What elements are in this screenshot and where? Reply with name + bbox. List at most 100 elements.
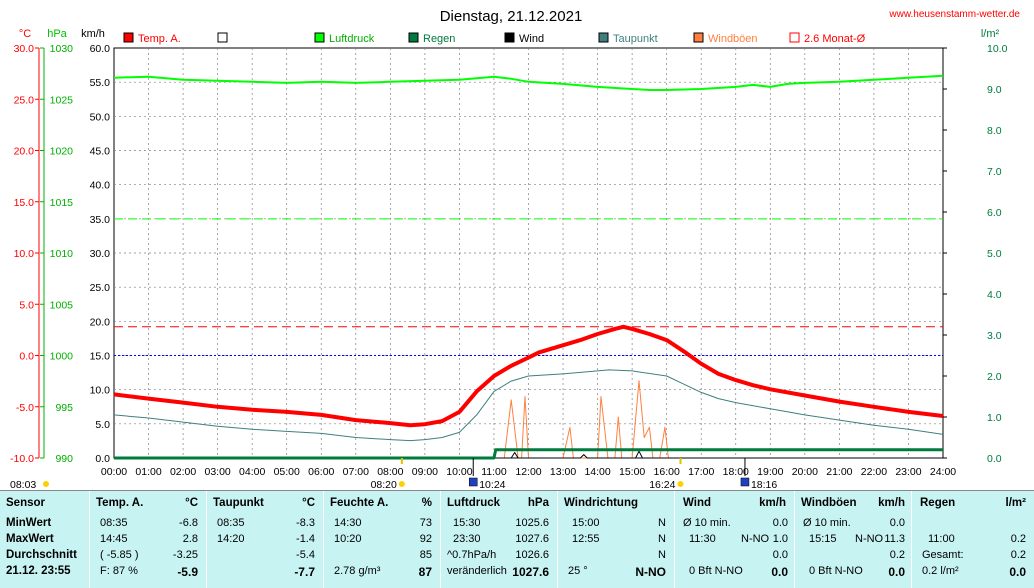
x-tick-label: 13:00 — [550, 466, 576, 478]
rain-tick-label: 7.0 — [987, 166, 1002, 178]
wind-tick-label: 30.0 — [90, 248, 111, 260]
sunset-marker-label: 16:24 — [649, 479, 675, 490]
dir-min-time: 15:00 — [572, 517, 600, 529]
rain-start-marker-icon — [468, 477, 478, 487]
x-tick-label: 01:00 — [135, 466, 161, 478]
x-tick-label: 11:00 — [481, 466, 507, 478]
col-rain: Regen l/m² 11:00 0.2 Gesamt: 0.2 0.2 l/m… — [912, 491, 1034, 588]
wind-tick-label: 10.0 — [90, 385, 111, 397]
legend-swatch — [408, 32, 419, 43]
legend-swatch — [123, 32, 134, 43]
dir-min-value: N — [658, 517, 666, 529]
col-wind-direction: Windrichtung 15:00 N 12:55 N N 25 ° N-NO — [558, 491, 675, 588]
press-header: Luftdruck — [447, 497, 501, 509]
left-time-label: 08:03 — [10, 479, 36, 490]
press-tendency: veränderlich — [447, 565, 507, 577]
axes: 00:00 01:00 02:00 03:00 04:00 05:00 06:00 07:00… — [10, 43, 1008, 478]
legend-swatch — [789, 32, 800, 43]
pressure-tick-label: 1015 — [50, 197, 74, 209]
rain-current-value: 0.0 — [1009, 565, 1026, 579]
hum-max-time: 10:20 — [334, 533, 362, 545]
temp-tick-label: 15.0 — [14, 197, 35, 209]
temp-tick-label: 20.0 — [14, 146, 35, 158]
pressure-tick-label: 1010 — [50, 248, 74, 260]
press-min-time: 15:30 — [453, 517, 481, 529]
col-wind: Wind km/h Ø 10 min. 0.0 11:30 N-NO 1.0 0… — [675, 491, 795, 588]
wind-header: Wind — [683, 497, 711, 509]
press-max-value: 1027.6 — [515, 533, 549, 545]
x-tick-label: 18:00 — [723, 466, 749, 478]
temp-unit: °C — [185, 497, 198, 509]
hum-current-value: 87 — [418, 565, 432, 579]
wind-max-time: 11:30 — [689, 533, 716, 545]
wind-avg-period: Ø 10 min. — [683, 517, 731, 529]
series-wind — [114, 450, 943, 459]
temp-tick-label: 25.0 — [14, 94, 35, 106]
legend-label: Luftdruck — [329, 33, 375, 45]
legend-swatch — [598, 32, 609, 43]
wind-tick-label: 55.0 — [90, 77, 111, 89]
dew-unit: °C — [302, 497, 315, 509]
pressure-tick-label: 1020 — [50, 146, 74, 158]
gust-max-value: 11.3 — [884, 533, 905, 545]
rain-tick-label: 4.0 — [987, 289, 1002, 301]
wind-tick-label: 15.0 — [90, 351, 111, 363]
wind-tick-label: 60.0 — [90, 43, 111, 55]
x-tick-label: 07:00 — [343, 466, 369, 478]
sunrise-marker-label: 08:20 — [371, 479, 397, 490]
gust-max-time: 15:15 — [809, 533, 837, 545]
x-tick-label: 22:00 — [861, 466, 887, 478]
sunset-marker-dot — [677, 481, 684, 487]
x-tick-label: 10:00 — [446, 466, 472, 478]
hum-max-value: 92 — [419, 533, 432, 545]
temp-min-value: -6.8 — [179, 517, 198, 529]
series-luftdruck — [113, 74, 944, 91]
temp-avg-value: -3.25 — [172, 549, 198, 561]
statistics-panel: Sensor MinWert MaxWert Durchschnitt 21.1… — [0, 490, 1034, 588]
wind-beaufort: 0 Bft N-NO — [689, 565, 743, 577]
hum-absolute-note: 2.78 g/m³ — [334, 565, 381, 577]
temp-humidity-note: F: 87 % — [100, 565, 138, 577]
pressure-tick-label: 1005 — [50, 299, 74, 311]
gust-max-direction: N-NO — [855, 533, 884, 545]
gust-min-value: 0.0 — [889, 517, 905, 529]
site-url: www.heusenstamm-wetter.de — [888, 9, 1020, 20]
press-avg-value: 1026.6 — [515, 549, 549, 561]
x-tick-label: 24:00 — [930, 466, 956, 478]
x-tick-label: 21:00 — [826, 466, 852, 478]
hum-avg-value: 85 — [419, 549, 432, 561]
rain-tick-label: 8.0 — [987, 125, 1002, 137]
rain-amount: 0.2 l/m² — [922, 565, 959, 577]
unit-label-rain: l/m² — [981, 28, 1000, 40]
legend-label: Wind — [519, 33, 544, 45]
wind-tick-label: 0.0 — [95, 453, 110, 465]
hum-header: Feuchte A. — [330, 497, 389, 509]
wind-unit: km/h — [759, 497, 786, 509]
rain-start-marker-label: 10:24 — [479, 479, 505, 490]
hum-min-time: 14:30 — [334, 517, 362, 529]
rain-tick-label: 5.0 — [987, 248, 1002, 260]
gust-beaufort: 0 Bft N-NO — [809, 565, 863, 577]
grid — [113, 47, 944, 459]
rain-tick-label: 0.0 — [987, 453, 1002, 465]
dew-header: Taupunkt — [213, 497, 264, 509]
press-unit: hPa — [527, 497, 549, 509]
pressure-tick-label: 995 — [55, 402, 73, 414]
sensor-header: Sensor — [6, 497, 45, 509]
unit-label-celsius: °C — [19, 28, 31, 40]
temp-tick-label: 0.0 — [19, 351, 34, 363]
press-current-value: 1027.6 — [512, 565, 549, 579]
dew-avg-value: -5.4 — [296, 549, 315, 561]
rain-max-value: 0.2 — [1010, 533, 1026, 545]
temp-max-time: 14:45 — [100, 533, 128, 545]
col-sensor: Sensor MinWert MaxWert Durchschnitt 21.1… — [0, 491, 90, 588]
pressure-tick-label: 990 — [55, 453, 73, 465]
gust-avg-period: Ø 10 min. — [803, 517, 851, 529]
row-label-max: MaxWert — [6, 533, 54, 545]
x-tick-label: 23:00 — [895, 466, 921, 478]
legend-swatch — [693, 32, 704, 43]
press-trend-note: ^0.7hPa/h — [447, 549, 497, 561]
row-label-min: MinWert — [6, 517, 52, 529]
wind-current-value: 0.0 — [771, 565, 788, 579]
unit-label-kmh: km/h — [81, 28, 105, 40]
